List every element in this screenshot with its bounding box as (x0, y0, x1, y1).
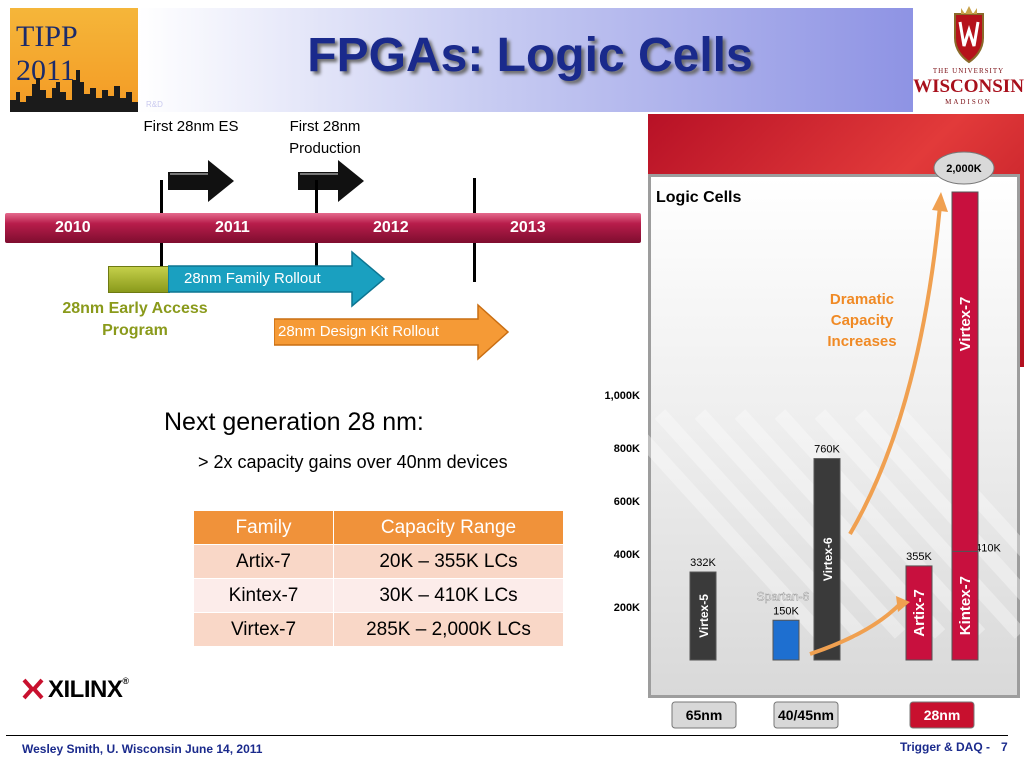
table-row: Artix-7 20K – 355K LCs (193, 544, 564, 579)
chart-bar (772, 619, 800, 661)
chart-bar (951, 550, 979, 661)
bar-value-label: 355K (906, 551, 932, 563)
table-cell: 30K – 410K LCs (333, 578, 564, 613)
year-label: 2011 (215, 219, 250, 236)
chart-y-ticks: 200K 400K 600K 800K 1,000K (605, 390, 641, 614)
tipp-2011-logo: TIPP 2011 (10, 8, 138, 112)
xilinx-mark-icon (22, 678, 44, 700)
footer-section: Trigger & DAQ - (900, 740, 991, 754)
family-rollout-arrow (168, 250, 386, 308)
y-tick-label: 200K (614, 602, 640, 614)
tipp-logo-text: TIPP 2011 (16, 20, 77, 87)
bar-value-label: 2,000K (946, 163, 982, 175)
bar-name-label: Virtex-6 (821, 537, 835, 581)
table-cell: 20K – 355K LCs (333, 544, 564, 579)
cloud-icon (933, 151, 995, 185)
footer-author: Wesley Smith, U. Wisconsin June 14, 2011 (22, 742, 263, 756)
bar-name-label: Virtex-7 (957, 297, 974, 352)
bar-name-label: Kintex-7 (957, 576, 974, 635)
y-tick-label: 600K (614, 496, 640, 508)
table-cell: Kintex-7 (193, 578, 334, 613)
uw-line1: THE UNIVERSITY (932, 67, 1005, 75)
chart-stripe (614, 409, 826, 639)
chart-title: Logic Cells (656, 189, 741, 206)
chart-bars: 332K Virtex-5 150K Spartan-6 760K Virtex-6 355… (689, 151, 1002, 661)
bar-name-label: Virtex-5 (697, 594, 711, 638)
uw-crest-icon (954, 6, 984, 64)
xilinx-registered-mark: ® (122, 676, 129, 686)
next-gen-heading: Next generation 28 nm: (164, 408, 424, 436)
table-cell: 285K – 2,000K LCs (333, 612, 564, 647)
chart-stripe (774, 409, 986, 639)
chart-stripe (814, 409, 1024, 639)
milestone-first-production: First 28nm Production (289, 118, 361, 157)
table-header-cell: Capacity Range (333, 510, 564, 545)
arrow-curve-icon (809, 602, 902, 656)
year-label: 2010 (55, 219, 91, 236)
chart-arrows (809, 192, 948, 656)
capacity-bullet: > 2x capacity gains over 40nm devices (198, 452, 508, 472)
annotation-text: Dramatic (830, 291, 894, 308)
uw-line3: MADISON (945, 98, 992, 106)
bar-name-label: Artix-7 (911, 589, 928, 637)
footer-divider (6, 735, 1008, 736)
milestone-first-es: First 28nm ES (143, 118, 239, 135)
table-header-cell: Family (193, 510, 334, 545)
arrow-right-icon (168, 160, 234, 202)
group-label: 65nm (686, 707, 723, 723)
annotation-text: Capacity (831, 312, 894, 329)
chart-bar (905, 565, 933, 661)
group-badge (909, 701, 975, 729)
chart-bar (689, 571, 717, 661)
xilinx-wordmark: XILINX (48, 676, 123, 703)
y-tick-label: 1,000K (605, 390, 641, 402)
year-bar (5, 213, 641, 243)
chart-groups: 65nm 40/45nm 28nm (671, 701, 975, 729)
family-capacity-table: Family Capacity Range Artix-7 20K – 355K… (193, 510, 564, 647)
chart-bar (813, 458, 841, 661)
table-header-row: Family Capacity Range (193, 510, 564, 545)
bar-value-label: 332K (690, 557, 716, 569)
skyline-icon (10, 70, 138, 112)
uw-madison-logo: THE UNIVERSITY WISCONSIN MADISON (913, 0, 1024, 112)
year-label: 2013 (510, 219, 546, 236)
arrowhead-icon (896, 596, 910, 612)
group-badge (773, 701, 839, 729)
title-band (138, 8, 913, 112)
family-rollout-label: 28nm Family Rollout (184, 270, 321, 287)
logic-cells-chart: Logic Cells 200K 400K 600K 800K 1,000K 332K V… (605, 151, 1024, 729)
table-row: Kintex-7 30K – 410K LCs (193, 578, 564, 613)
arrow-curve-icon (848, 205, 942, 536)
year-label: 2012 (373, 219, 409, 236)
rd-label: R&D (146, 100, 163, 109)
arrowhead-icon (932, 192, 948, 212)
uw-line2: WISCONSIN (913, 76, 1024, 97)
table-cell: Artix-7 (193, 544, 334, 579)
bar-value-label: 410K (975, 542, 1001, 554)
slide-title: FPGAs: Logic Cells (307, 29, 753, 82)
chart-bar (951, 191, 979, 552)
y-tick-label: 400K (614, 549, 640, 561)
page-number: 7 (1001, 740, 1008, 754)
annotation-text: Increases (827, 333, 896, 350)
group-label: 40/45nm (778, 707, 834, 723)
bar-name-label: Spartan-6 (757, 589, 810, 603)
chart-stripe (894, 409, 1024, 561)
bar-value-label: 150K (773, 605, 799, 617)
arrow-right-icon (298, 160, 364, 202)
y-tick-label: 800K (614, 443, 640, 455)
xilinx-logo-text: XILINX® (48, 676, 129, 704)
chart-annotation: Dramatic Capacity Increases (827, 291, 896, 350)
chart-stripe (694, 409, 906, 639)
group-label: 28nm (924, 707, 961, 723)
bar-value-label: 760K (814, 444, 840, 456)
table-row: Virtex-7 285K – 2,000K LCs (193, 612, 564, 647)
group-badge (671, 701, 737, 729)
early-access-box (108, 266, 170, 293)
table-cell: Virtex-7 (193, 612, 334, 647)
design-kit-rollout-label: 28nm Design Kit Rollout (278, 323, 439, 340)
design-kit-rollout-arrow (274, 303, 510, 361)
early-access-label: 28nm Early Access Program (62, 300, 208, 339)
